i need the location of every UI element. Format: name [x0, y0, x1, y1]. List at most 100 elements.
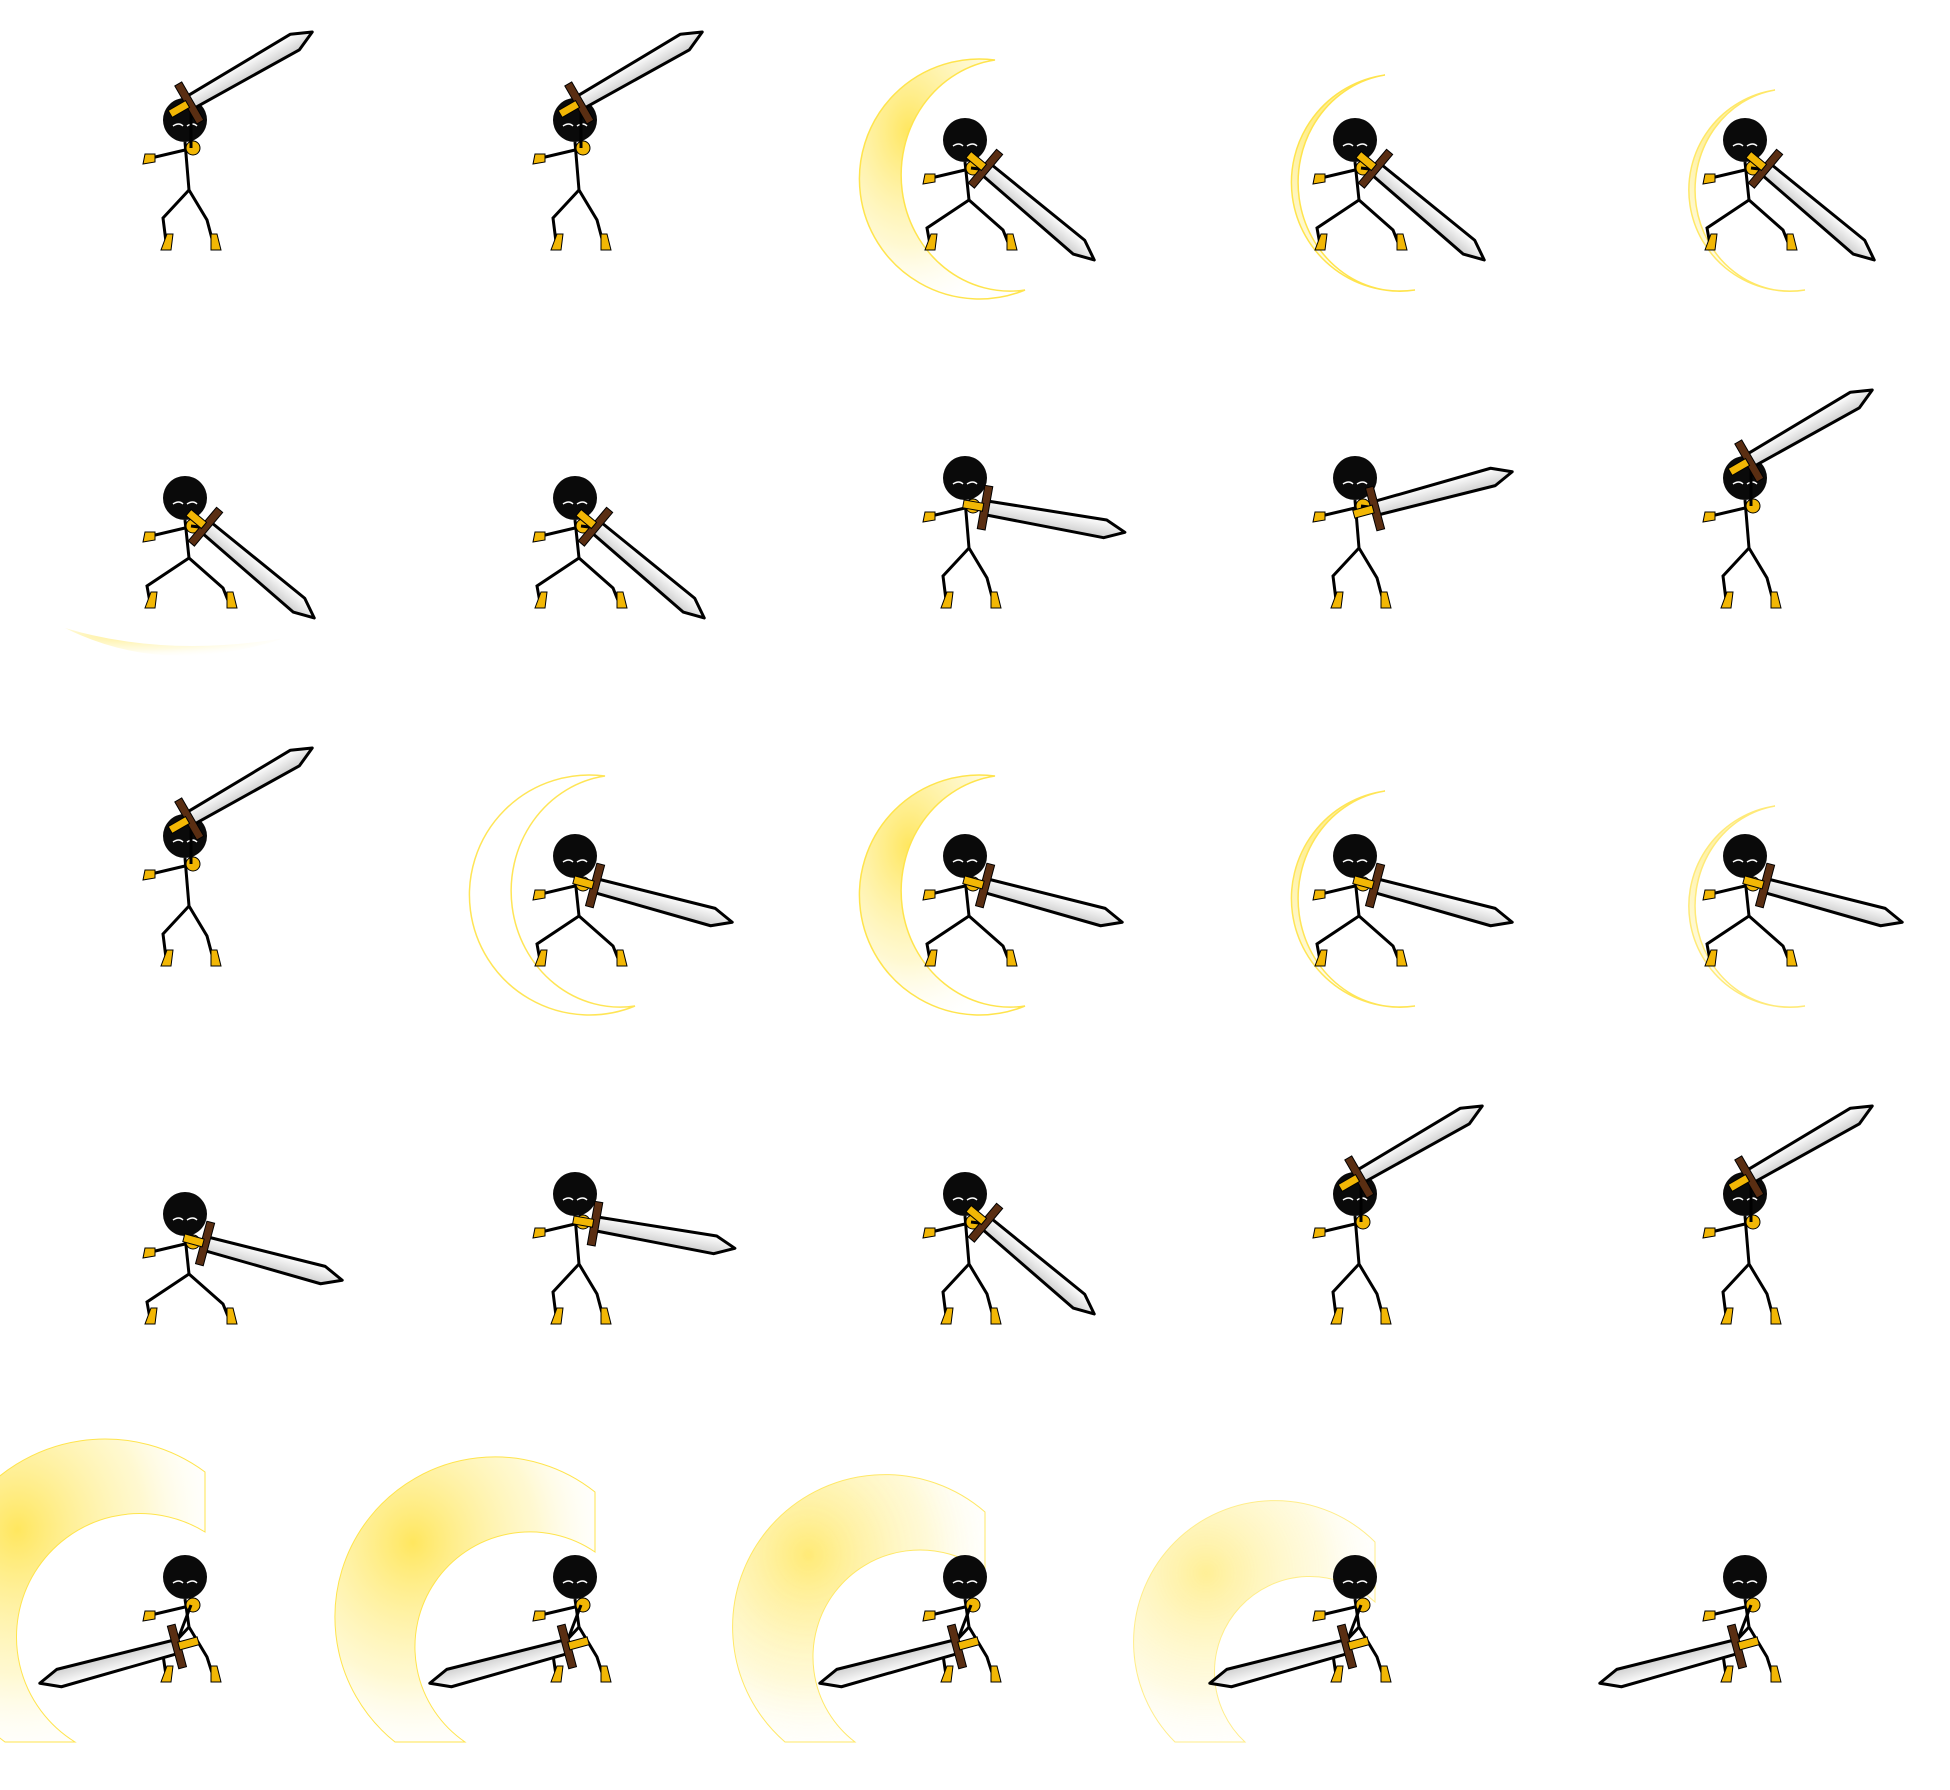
left-arm — [1710, 506, 1746, 518]
left-arm — [930, 168, 966, 180]
sword-grip — [962, 875, 985, 890]
left-boot — [924, 949, 938, 967]
right-leg — [188, 1272, 233, 1325]
slash-trail — [858, 58, 1026, 300]
left-boot — [1720, 591, 1734, 609]
left-boot — [534, 591, 548, 609]
stick-figure — [142, 814, 222, 967]
head — [1723, 1555, 1767, 1599]
left-glove — [922, 173, 936, 185]
eyes — [1732, 1580, 1758, 1584]
left-arm — [150, 864, 186, 876]
head — [1333, 1555, 1377, 1599]
animation-frame — [1312, 456, 1514, 609]
animation-frame — [1702, 1104, 1874, 1325]
eyes — [172, 1217, 198, 1221]
slash-trail — [858, 774, 1026, 1016]
left-arm — [1320, 1605, 1356, 1617]
shoulder-guard — [185, 856, 201, 872]
left-boot — [1314, 949, 1328, 967]
left-boot — [924, 233, 938, 251]
animation-frame — [1312, 1104, 1484, 1325]
sword-blade — [1208, 1638, 1349, 1689]
animation-frame — [1290, 74, 1486, 292]
head — [553, 1172, 597, 1216]
slash-arc — [0, 1438, 206, 1743]
sword — [1355, 148, 1486, 262]
slash-trail — [1290, 74, 1416, 292]
eyes — [172, 501, 198, 505]
animation-frame — [532, 476, 706, 620]
right-boot — [600, 1307, 612, 1325]
left-glove — [532, 531, 546, 543]
sword-grip — [1737, 1636, 1760, 1651]
sword-blade — [186, 30, 314, 110]
sword — [962, 862, 1124, 928]
sword-blade — [1763, 877, 1904, 928]
sword-grip — [1727, 457, 1751, 477]
left-arm — [930, 1605, 966, 1617]
sword-blade — [1356, 1104, 1484, 1184]
sword — [1727, 388, 1874, 483]
sword-grip — [1352, 875, 1375, 890]
sword-grip — [185, 508, 208, 530]
head — [553, 1555, 597, 1599]
slash-crescent — [858, 774, 1026, 1016]
left-glove — [922, 889, 936, 901]
left-arm — [1320, 506, 1356, 518]
stick-figure — [532, 476, 628, 609]
left-arm — [1320, 168, 1356, 180]
right-boot — [1770, 1307, 1782, 1325]
sword-blade — [203, 1235, 344, 1286]
eyes — [1342, 1580, 1368, 1584]
stick-figure — [532, 1555, 612, 1683]
left-glove — [922, 1227, 936, 1239]
left-glove — [532, 1610, 546, 1622]
left-glove — [922, 511, 936, 523]
slash-trail — [1688, 89, 1806, 293]
left-boot — [1330, 1665, 1344, 1683]
stick-figure — [532, 98, 612, 251]
sword-grip — [1742, 875, 1765, 890]
slash-crescent — [1290, 74, 1416, 292]
animation-frame — [532, 30, 704, 251]
sword-blade — [594, 1215, 737, 1256]
stick-figure — [1312, 456, 1392, 609]
stick-figure — [532, 834, 628, 967]
animation-frame — [1598, 1555, 1782, 1689]
sword — [1598, 1623, 1760, 1689]
sword-grip — [572, 1215, 595, 1228]
left-glove — [142, 869, 156, 881]
sword-grip — [572, 875, 595, 890]
torso — [1353, 1215, 1361, 1265]
stick-figure — [142, 1192, 238, 1325]
sword-grip — [1337, 1173, 1361, 1193]
shoulder-guard — [1745, 498, 1761, 514]
sword-grip — [965, 150, 988, 172]
left-glove — [1702, 511, 1716, 523]
animation-frame — [532, 1172, 737, 1325]
left-glove — [142, 531, 156, 543]
slash-trail — [468, 774, 636, 1016]
sword — [962, 484, 1127, 540]
left-glove — [1312, 511, 1326, 523]
shoulder-guard — [1355, 1214, 1371, 1230]
torso — [183, 141, 191, 191]
eyes — [172, 1580, 198, 1584]
torso — [1743, 1215, 1751, 1265]
sword — [185, 506, 316, 620]
left-arm — [540, 1605, 576, 1617]
left-boot — [1720, 1307, 1734, 1325]
left-arm — [930, 1222, 966, 1234]
animation-frame — [142, 746, 314, 967]
head — [163, 476, 207, 520]
shoulder-guard — [1745, 1214, 1761, 1230]
right-boot — [1380, 1665, 1392, 1683]
stick-figure — [532, 1172, 612, 1325]
sword-grip — [1352, 504, 1375, 519]
right-boot — [616, 591, 628, 609]
frames-layer — [0, 30, 1904, 1743]
right-boot — [1770, 591, 1782, 609]
sword-blade — [593, 877, 734, 928]
right-boot — [1770, 1665, 1782, 1683]
